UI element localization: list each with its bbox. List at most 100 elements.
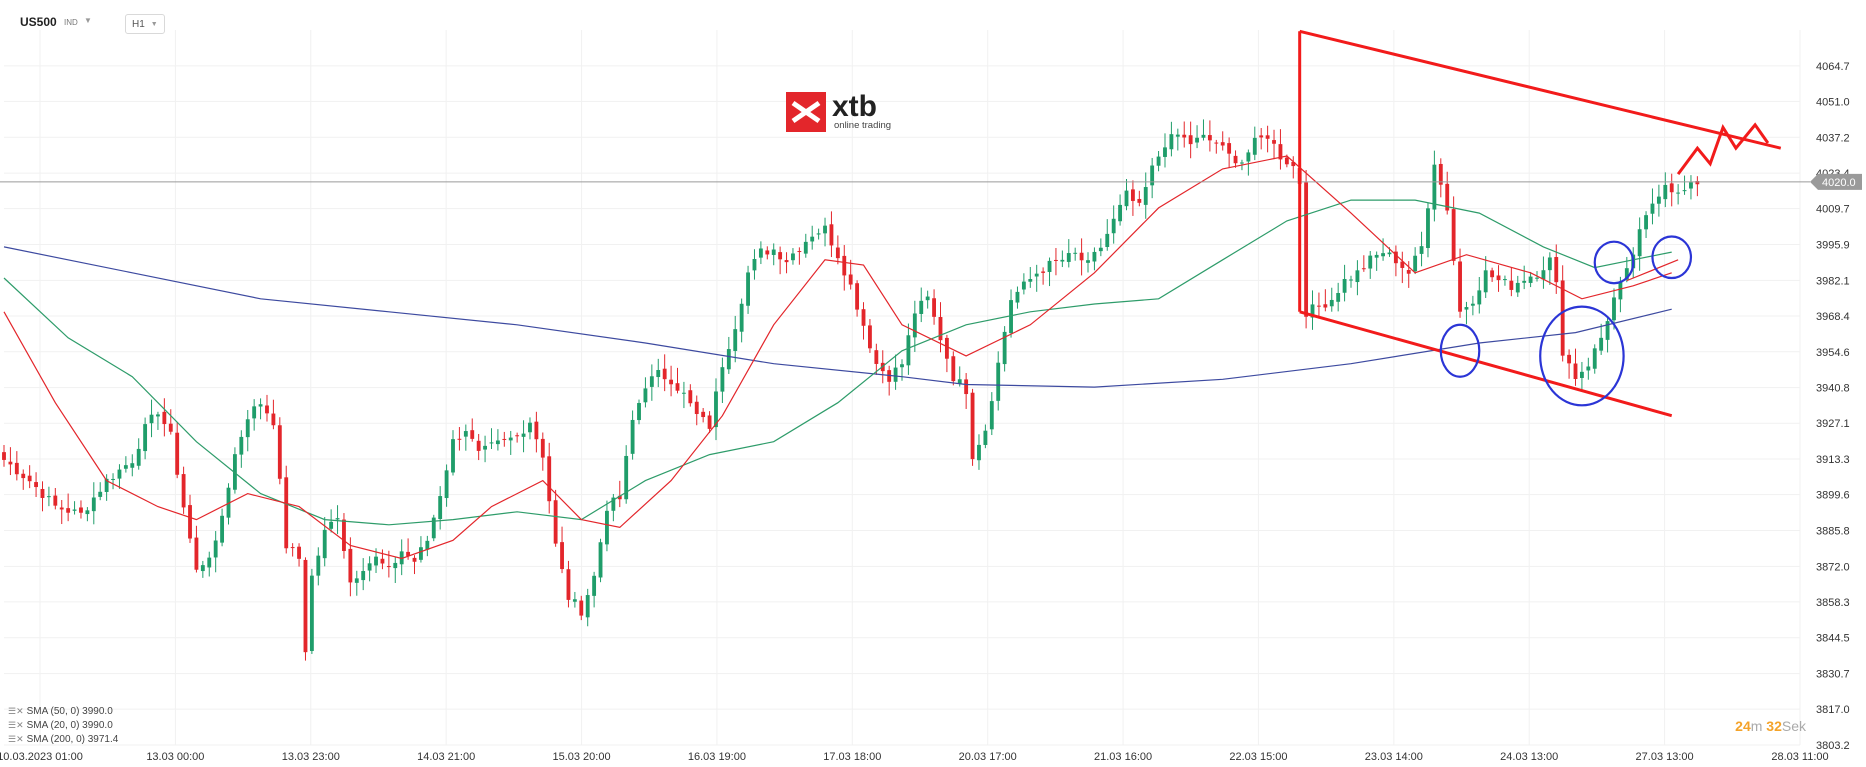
candle-body	[534, 421, 539, 440]
y-tick-label: 3913.3	[1816, 454, 1850, 466]
candle-body	[476, 440, 481, 451]
candle-body	[149, 414, 154, 424]
candle-body	[970, 392, 975, 460]
candle-body	[265, 405, 269, 414]
candle-body	[444, 470, 449, 499]
current-price-value: 4020.0	[1822, 177, 1856, 189]
candle-body	[771, 249, 776, 255]
highlight-circle	[1439, 323, 1481, 378]
x-tick-label: 24.03 13:00	[1500, 751, 1558, 763]
timeframe-select[interactable]: H1 ▼	[125, 14, 165, 34]
candle-body	[1092, 251, 1097, 262]
candle-body	[220, 515, 225, 543]
candle-body	[495, 440, 500, 445]
candle-body	[104, 478, 109, 492]
legend-sma20[interactable]: ☰✕ SMA (20, 0) 3990.0	[8, 720, 113, 731]
candle-body	[502, 438, 507, 440]
y-tick-label: 3803.2	[1816, 740, 1850, 752]
candle-body	[957, 379, 962, 384]
candle-body	[1336, 293, 1341, 302]
candle-body	[816, 233, 821, 235]
candle-body	[746, 272, 750, 306]
candle-body	[14, 462, 19, 475]
candle-body	[329, 521, 334, 529]
candle-body	[1041, 271, 1046, 273]
candle-body	[925, 296, 930, 301]
candle-body	[1342, 278, 1347, 293]
candle-body	[1522, 280, 1527, 283]
candle-body	[1079, 252, 1084, 261]
y-tick-label: 3899.6	[1816, 490, 1850, 502]
candle-body	[1445, 183, 1450, 211]
candle-body	[707, 415, 712, 429]
settings-icon[interactable]: ☰✕	[8, 734, 24, 744]
candle-body	[399, 551, 404, 565]
candle-body	[1015, 291, 1020, 303]
highlight-circle	[1593, 240, 1635, 285]
logo-brand: xtb	[832, 90, 877, 123]
candle-body	[175, 432, 180, 475]
candle-body	[701, 411, 706, 418]
candle-body	[297, 546, 301, 559]
candle-body	[1278, 144, 1283, 160]
candle-body	[1073, 252, 1078, 254]
candle-body	[232, 454, 237, 490]
candle-body	[932, 298, 936, 317]
legend-sma50[interactable]: ☰✕ SMA (50, 0) 3990.0	[8, 706, 113, 717]
candle-body	[669, 379, 674, 385]
candle-body	[72, 509, 77, 511]
candle-body	[996, 362, 1001, 401]
candle-body	[1400, 261, 1405, 268]
candle-body	[829, 224, 834, 246]
candle-body	[316, 555, 321, 576]
candle-body	[1458, 261, 1462, 312]
candle-body	[720, 367, 725, 392]
sma20-line	[3, 155, 1672, 560]
candle-body	[611, 497, 616, 511]
settings-icon[interactable]: ☰✕	[8, 706, 24, 716]
candle-body	[868, 325, 872, 349]
candle-body	[1349, 279, 1353, 281]
candle-body	[938, 316, 943, 341]
y-tick-label: 3858.3	[1816, 597, 1850, 609]
candle-body	[1470, 303, 1475, 306]
candle-body	[1098, 247, 1103, 252]
candle-body	[1054, 259, 1058, 261]
candle-body	[688, 390, 693, 404]
candle-body	[1368, 255, 1373, 269]
candle-body	[386, 566, 391, 568]
candle-body	[406, 551, 411, 556]
highlight-circle	[1651, 235, 1693, 280]
candle-body	[1676, 192, 1681, 194]
candle-body	[258, 404, 263, 407]
candle-body	[944, 337, 949, 359]
candle-body	[989, 401, 994, 430]
candle-body	[1605, 321, 1610, 340]
candle-body	[8, 461, 13, 465]
candle-body	[438, 496, 443, 520]
candle-body	[1304, 182, 1309, 317]
candle-body	[123, 465, 128, 469]
candle-body	[1355, 270, 1360, 283]
candle-body	[1111, 218, 1116, 234]
x-tick-label: 13.03 00:00	[146, 751, 204, 763]
candle-body	[239, 436, 244, 455]
candle-body	[1656, 196, 1661, 204]
candle-body	[271, 413, 276, 426]
chevron-down-icon[interactable]: ▼	[84, 16, 92, 25]
candle-body	[515, 435, 520, 437]
y-tick-label: 3885.8	[1816, 525, 1850, 537]
candle-body	[848, 274, 853, 285]
symbol-label[interactable]: US500	[20, 15, 57, 29]
candle-body	[1464, 307, 1469, 310]
candle-body	[893, 367, 898, 382]
legend-sma200[interactable]: ☰✕ SMA (200, 0) 3971.4	[8, 734, 118, 745]
x-tick-label: 16.03 19:00	[688, 751, 746, 763]
candle-body	[1682, 190, 1687, 192]
candle-body	[412, 557, 417, 562]
candle-body	[2, 452, 6, 460]
settings-icon[interactable]: ☰✕	[8, 720, 24, 730]
candle-body	[861, 309, 866, 326]
